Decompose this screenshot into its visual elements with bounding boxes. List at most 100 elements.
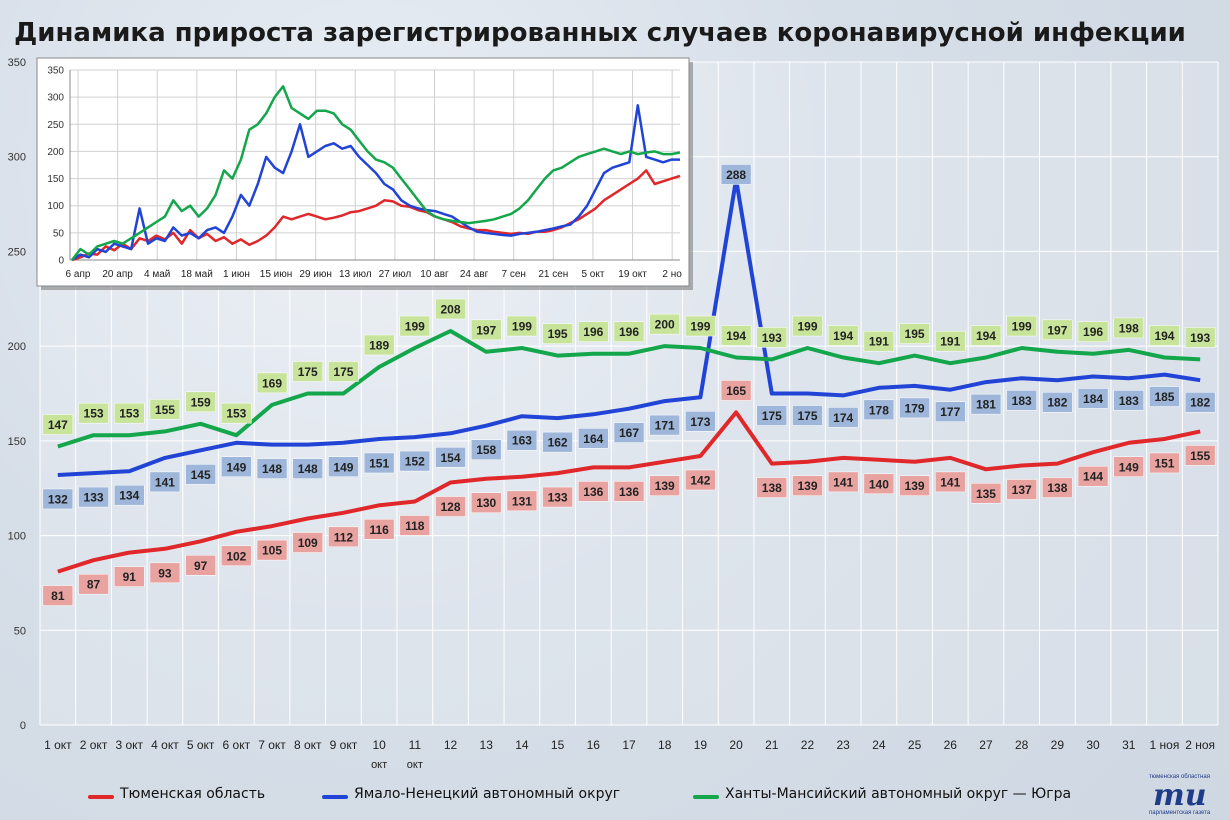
data-label-box (435, 447, 466, 468)
x-tick-label: 19 (694, 738, 708, 752)
data-label-box (113, 484, 145, 506)
data-label: 184 (1083, 392, 1103, 406)
data-label: 139 (655, 479, 675, 493)
data-label: 197 (476, 323, 496, 337)
data-label-box (970, 483, 1002, 504)
y-tick-label: 0 (20, 720, 26, 732)
data-label-box (899, 475, 930, 496)
inset-y-tick-label: 150 (47, 174, 64, 185)
data-label: 97 (194, 559, 208, 573)
data-label: 81 (51, 589, 65, 603)
data-label: 163 (512, 434, 532, 448)
data-label: 132 (48, 492, 68, 506)
data-label-box (1006, 390, 1037, 411)
data-label-box (435, 496, 466, 517)
data-label-box (863, 330, 895, 352)
data-label: 200 (655, 318, 675, 332)
data-label-box (1077, 465, 1109, 487)
data-label: 182 (1047, 396, 1067, 410)
data-label: 182 (1190, 396, 1210, 410)
inset-x-tick-label: 2 но (662, 269, 682, 280)
data-label: 144 (1083, 470, 1103, 484)
data-label: 133 (548, 491, 568, 505)
inset-series-line-0 (71, 169, 681, 262)
data-label: 195 (548, 327, 568, 341)
data-label: 151 (369, 456, 389, 470)
x-tick-label: 16 (587, 738, 601, 752)
data-label-box (542, 486, 573, 508)
data-label-box (363, 452, 395, 474)
data-label-box (149, 562, 181, 584)
data-label: 153 (119, 407, 139, 421)
data-label-box (470, 439, 502, 460)
data-label-box (935, 401, 966, 422)
inset-x-tick-label: 13 июл (339, 269, 372, 280)
data-label-box (292, 532, 323, 553)
y-tick-label: 200 (8, 341, 26, 353)
x-tick-label: 31 (1122, 738, 1136, 752)
data-label-box (1006, 315, 1037, 337)
data-label-box (1184, 327, 1216, 348)
data-label: 138 (762, 481, 782, 495)
x-tick-label: 7 окт (258, 738, 286, 752)
data-label-box (221, 402, 252, 424)
data-label: 137 (1012, 483, 1032, 497)
data-label-box (827, 407, 859, 428)
y-tick-label: 300 (8, 152, 26, 164)
data-label-box (613, 481, 645, 502)
data-label-box (1042, 477, 1073, 498)
data-label: 196 (583, 325, 603, 339)
x-tick-label: 11 (409, 738, 422, 752)
data-label-box (1149, 452, 1180, 474)
data-label: 136 (583, 485, 603, 499)
x-tick-label: 20 (729, 738, 743, 752)
data-label-box (328, 456, 359, 478)
data-label-box (613, 422, 645, 443)
data-label-box (149, 471, 181, 493)
data-label: 194 (976, 329, 996, 343)
data-label-box (1077, 388, 1109, 409)
data-label-box (578, 428, 609, 449)
data-label-box (256, 458, 288, 479)
x-tick-label: 2 окт (80, 738, 108, 752)
x-tick-label-suffix: окт (371, 759, 387, 771)
data-label-box (863, 473, 895, 495)
data-label: 91 (123, 570, 137, 584)
data-label-box (470, 319, 502, 341)
data-label: 87 (87, 578, 101, 592)
data-label: 149 (226, 460, 246, 474)
data-label: 178 (869, 403, 889, 417)
data-label: 109 (298, 536, 318, 550)
data-label-box (613, 321, 645, 342)
inset-x-tick-label: 15 июн (260, 269, 293, 280)
data-label-box (720, 325, 752, 346)
data-label: 288 (726, 168, 746, 182)
data-label: 162 (548, 436, 568, 450)
data-label-box (756, 405, 788, 426)
data-label: 138 (1047, 481, 1067, 495)
chart-legend: Тюменская область Ямало-Ненецкий автоном… (0, 786, 1230, 810)
data-label-box (685, 411, 716, 432)
data-label: 139 (905, 479, 925, 493)
data-label: 165 (726, 384, 746, 398)
data-label-box (1184, 445, 1216, 466)
data-label: 112 (334, 530, 354, 544)
x-tick-label: 4 окт (151, 738, 179, 752)
data-label: 208 (440, 302, 460, 316)
data-label-box (1042, 319, 1073, 341)
inset-y-tick-label: 250 (47, 120, 64, 131)
inset-y-tick-label: 100 (47, 201, 64, 212)
data-label-box (506, 429, 538, 451)
data-label-box (649, 414, 680, 436)
data-label: 102 (226, 549, 246, 563)
data-label: 175 (298, 365, 318, 379)
data-label-box (221, 545, 252, 567)
inset-panel (36, 57, 690, 287)
data-label: 175 (333, 365, 353, 379)
data-label-box (899, 323, 930, 344)
data-label: 195 (905, 327, 925, 341)
x-tick-label: 29 (1051, 738, 1065, 752)
inset-x-tick-label: 5 окт (581, 269, 604, 280)
data-label-box (720, 380, 752, 401)
data-label-box (506, 490, 538, 512)
